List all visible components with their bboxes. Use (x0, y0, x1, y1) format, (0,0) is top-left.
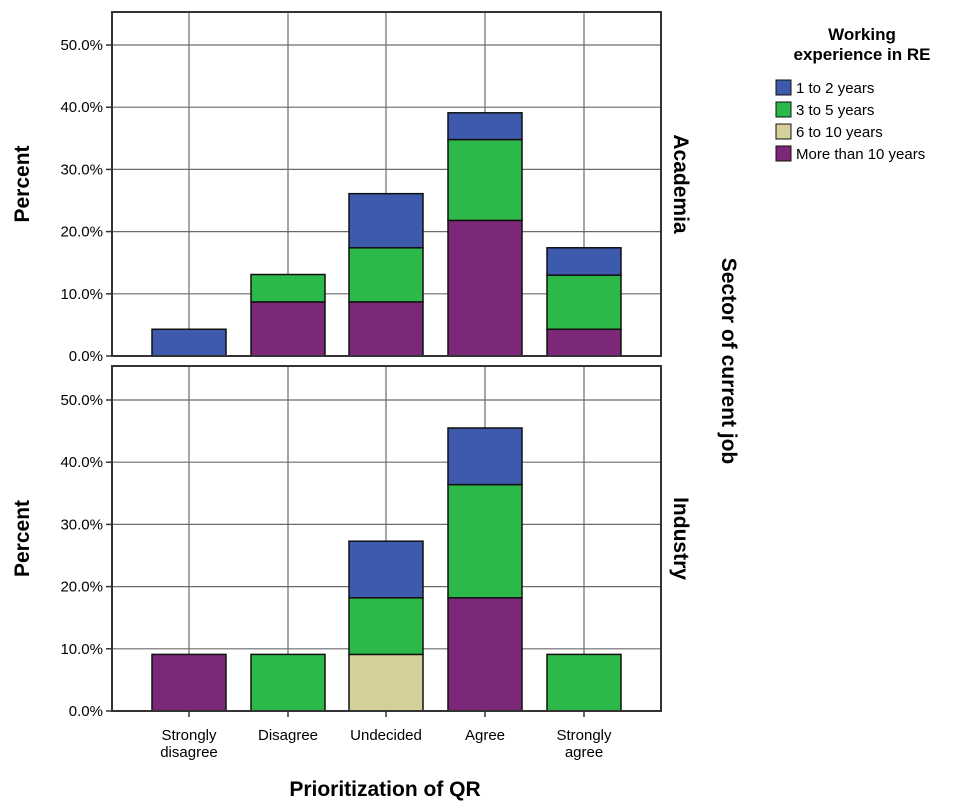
y-axis-title: Percent (11, 145, 34, 222)
y-tick-label: 20.0% (60, 579, 103, 596)
bar-segment (447, 483, 523, 599)
bar-segment (348, 653, 424, 712)
x-tick-label: Disagree (258, 727, 318, 744)
chart-panels: 0.0% 10.0% 20.0% 30.0% 40.0% 50.0% Percent Acad… (11, 11, 692, 720)
legend-label: More than 10 years (796, 146, 925, 163)
bar-segment (447, 427, 523, 486)
bar-segment (348, 540, 424, 599)
bar-segment (250, 301, 326, 357)
y-tick-label: 20.0% (60, 224, 103, 241)
x-tick-labels: Strongly disagree Disagree Undecided Agree St… (160, 711, 612, 761)
bar-segment (250, 653, 326, 712)
bar-segment (348, 247, 424, 303)
bar-segment (348, 192, 424, 249)
facet-panel-label: Industry (669, 497, 692, 580)
legend-label: 3 to 5 years (796, 102, 874, 119)
bar-segment (546, 274, 622, 331)
x-axis-title: Prioritization of QR (289, 778, 480, 801)
bar-segment (348, 597, 424, 656)
legend-title: experience in RE (793, 45, 930, 64)
panel-industry: 0.0% 10.0% 20.0% 30.0% 40.0% 50.0% Percent Indu… (11, 365, 692, 720)
facet-axis-title: Sector of current job (717, 258, 740, 465)
y-tick-label: 0.0% (69, 703, 103, 720)
y-tick-label: 30.0% (60, 516, 103, 533)
bar-segment (151, 328, 227, 357)
legend-title: Working (828, 25, 896, 44)
y-tick-label: 50.0% (60, 392, 103, 409)
x-tick-label: Undecided (350, 727, 422, 744)
y-tick-label: 0.0% (69, 348, 103, 365)
bar-segment (447, 219, 523, 357)
y-tick-label: 10.0% (60, 641, 103, 658)
y-tick-label: 30.0% (60, 161, 103, 178)
x-tick-label: Strongly agree (556, 727, 612, 761)
legend-swatch (775, 79, 792, 96)
bar-segment (546, 653, 622, 712)
legend-label: 6 to 10 years (796, 124, 883, 141)
y-tick-label: 40.0% (60, 99, 103, 116)
panel-frame (111, 11, 662, 357)
legend-swatch (775, 123, 792, 140)
y-tick-label: 10.0% (60, 286, 103, 303)
legend-label: 1 to 2 years (796, 80, 874, 97)
legend-swatch (775, 101, 792, 118)
bar-segment (250, 273, 326, 303)
bar-segment (447, 138, 523, 222)
bar-segment (151, 653, 227, 712)
facet-panel-label: Academia (669, 134, 692, 234)
y-tick-label: 40.0% (60, 454, 103, 471)
bar-segment (447, 597, 523, 712)
x-tick-label: Strongly disagree (160, 727, 218, 761)
bar-segment (546, 247, 622, 276)
bar-segment (348, 301, 424, 357)
legend-swatch (775, 145, 792, 162)
x-tick-label: Agree (465, 727, 505, 744)
panel-academia: 0.0% 10.0% 20.0% 30.0% 40.0% 50.0% Percent Acad… (11, 11, 692, 365)
y-axis-title: Percent (11, 500, 34, 577)
bar-segment (546, 328, 622, 357)
bar-segment (447, 112, 523, 141)
y-tick-label: 50.0% (60, 37, 103, 54)
